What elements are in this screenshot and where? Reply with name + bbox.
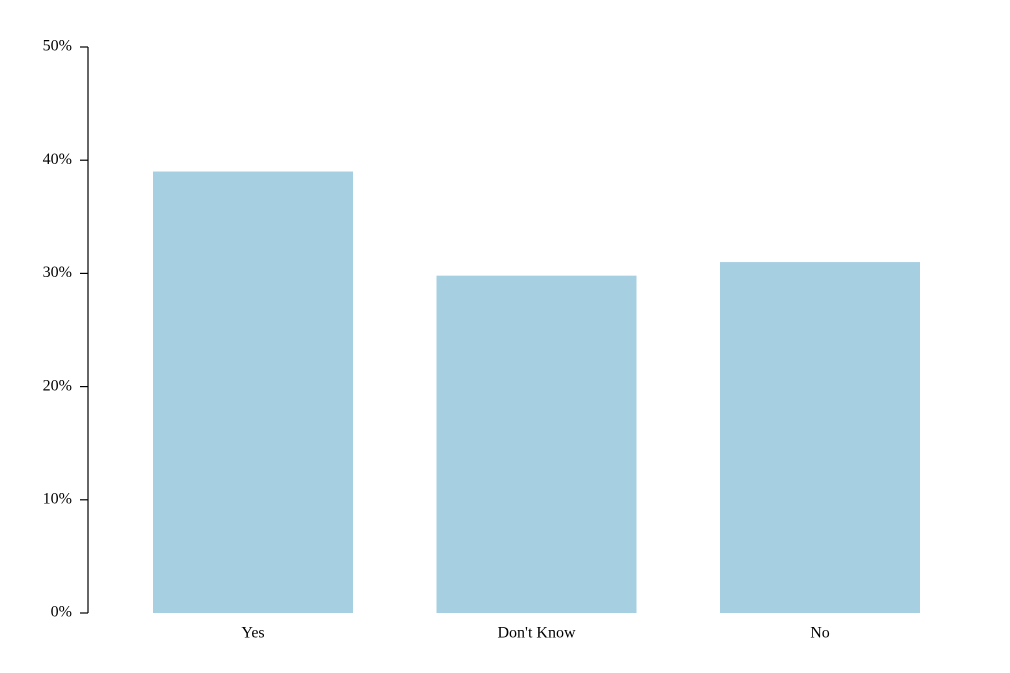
bar [436,275,637,613]
y-tick-label: 40% [43,151,72,168]
x-tick-label: Don't Know [498,625,576,642]
y-tick-label: 20% [43,377,72,394]
x-tick-label: Yes [241,625,264,642]
bar [153,171,353,613]
y-tick-label: 30% [43,264,72,281]
y-tick-label: 0% [51,604,72,621]
y-tick-label: 50% [43,38,72,55]
bar [720,262,920,613]
y-tick-label: 10% [43,490,72,507]
x-tick-label: No [810,625,830,642]
